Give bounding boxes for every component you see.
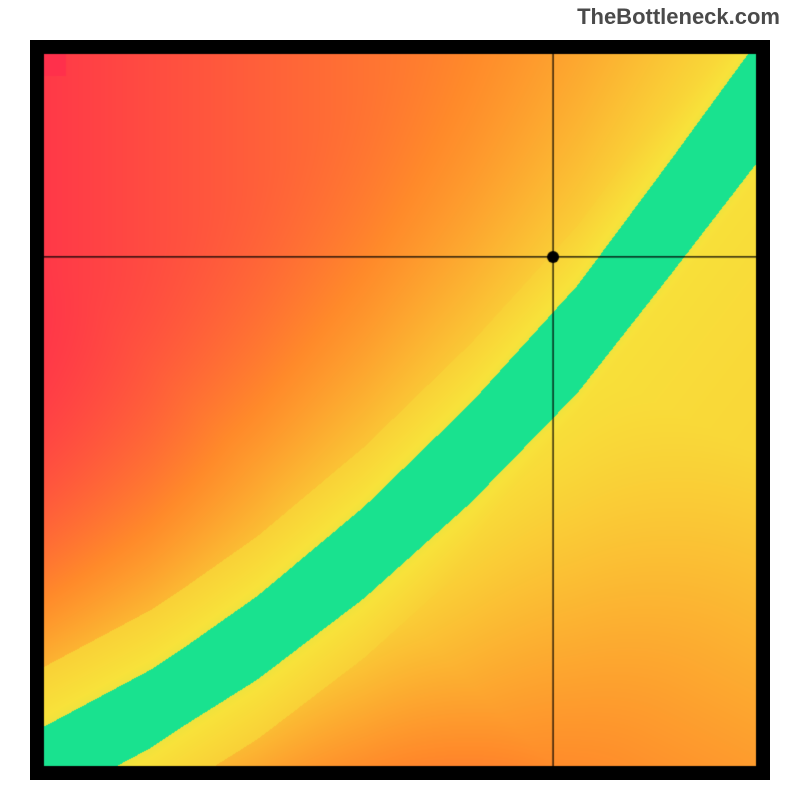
attribution-text: TheBottleneck.com [577, 4, 780, 30]
heatmap-canvas [30, 40, 770, 780]
chart-container: TheBottleneck.com [0, 0, 800, 800]
plot-frame [30, 40, 770, 780]
